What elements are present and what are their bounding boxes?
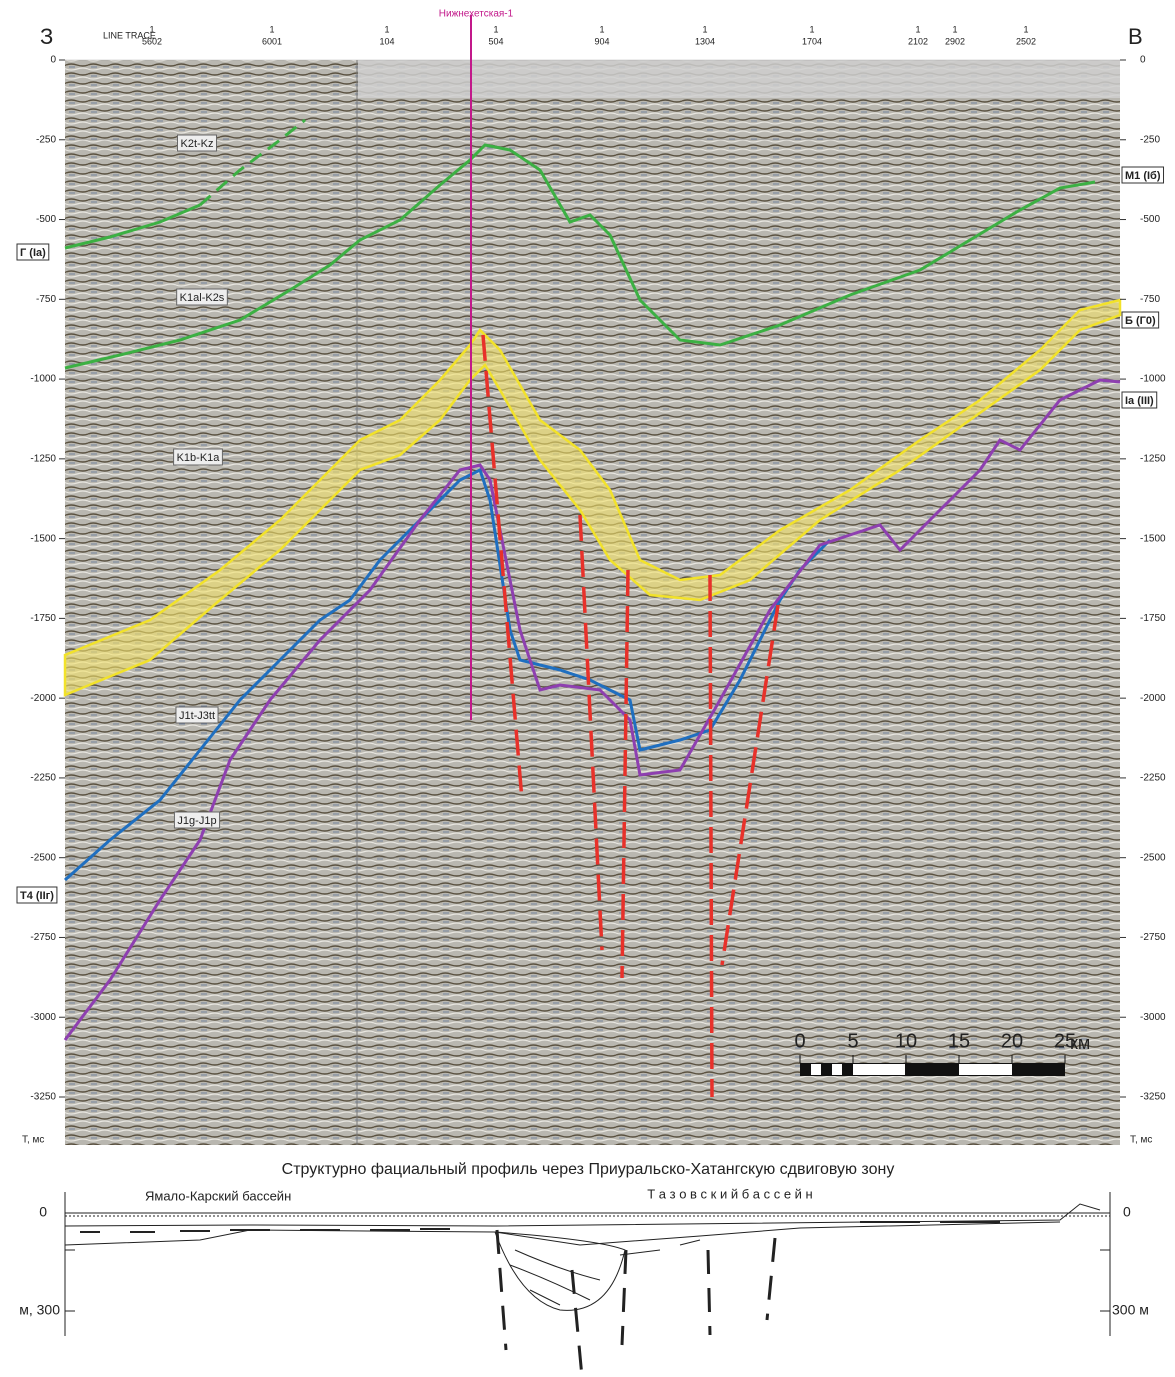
y-tick-label: -750 xyxy=(36,294,56,305)
trace-line: 1 xyxy=(702,24,707,34)
trace-line: 1 xyxy=(599,24,604,34)
figure: ЗВLINE TRACEНижнехетская-115602160011104… xyxy=(0,0,1175,1377)
scale-label: 0 xyxy=(794,1030,805,1052)
horizon-label: Б (Г0) xyxy=(1122,312,1159,328)
horizon-name: M1 (Iб) xyxy=(1125,170,1161,182)
interval-name: J1t-J3tt xyxy=(179,710,215,722)
facies-profile xyxy=(65,1192,1110,1377)
y-tick-label: -1500 xyxy=(30,533,56,544)
trace-number: 1704 xyxy=(802,36,822,46)
axis-unit: Т, мс xyxy=(22,1135,44,1146)
trace-number: 2502 xyxy=(1016,36,1036,46)
scale-unit: км xyxy=(1070,1033,1090,1053)
trace-line: 1 xyxy=(149,24,154,34)
trace-line: 1 xyxy=(915,24,920,34)
interval-label: K1b-K1a xyxy=(174,449,223,465)
trace-number: 904 xyxy=(594,36,609,46)
y-tick-label: -1500 xyxy=(1140,533,1166,544)
trace-line: 1 xyxy=(269,24,274,34)
profile-title: Структурно фациальный профиль через Приу… xyxy=(282,1161,895,1178)
east-label: В xyxy=(1128,24,1143,49)
trace-number: 2102 xyxy=(908,36,928,46)
y-tick-label: -2750 xyxy=(1140,932,1166,943)
interval-name: K1al-K2s xyxy=(180,292,225,304)
y-tick-label: -3000 xyxy=(1140,1012,1166,1023)
y-tick-label: -250 xyxy=(1140,134,1160,145)
mute-zone xyxy=(358,60,1120,98)
y-tick-label: -1750 xyxy=(1140,613,1166,624)
y-tick-label: -750 xyxy=(1140,294,1160,305)
y-tick-label: -500 xyxy=(1140,214,1160,225)
scale-label: 20 xyxy=(1001,1030,1023,1052)
horizon-label: Г (Ia) xyxy=(17,244,49,260)
trace-line: 1 xyxy=(952,24,957,34)
trace-number: 104 xyxy=(379,36,394,46)
trace-line: 1 xyxy=(809,24,814,34)
y-tick-label: -250 xyxy=(36,134,56,145)
y-tick-label: -1250 xyxy=(30,453,56,464)
y-tick-label: -1000 xyxy=(30,374,56,385)
y-tick-label: -1250 xyxy=(1140,453,1166,464)
horizon-name: Б (Г0) xyxy=(1125,315,1156,327)
trace-line: 1 xyxy=(384,24,389,34)
y-tick-label: -2250 xyxy=(30,773,56,784)
trace-number: 504 xyxy=(488,36,503,46)
depth-label: м, 300 xyxy=(19,1302,60,1318)
depth-label: 0 xyxy=(1123,1204,1131,1220)
trace-number: 1304 xyxy=(695,36,715,46)
basin-name: Т а з о в с к и й б а с с е й н xyxy=(647,1186,813,1201)
depth-label: 300 м xyxy=(1112,1302,1149,1318)
well-label: Нижнехетская-1 xyxy=(439,9,514,20)
y-tick-label: -2500 xyxy=(30,852,56,863)
y-tick-label: -2750 xyxy=(30,932,56,943)
interval-label: K1al-K2s xyxy=(177,289,228,305)
y-tick-label: -3250 xyxy=(1140,1092,1166,1103)
trace-number: 2902 xyxy=(945,36,965,46)
y-tick-label: -2000 xyxy=(1140,693,1166,704)
scale-label: 10 xyxy=(895,1030,917,1052)
trace-line: 1 xyxy=(493,24,498,34)
trace-number: 6001 xyxy=(262,36,282,46)
seismic-section xyxy=(65,60,1120,1145)
interval-label: J1g-J1p xyxy=(174,812,219,828)
scale-bar xyxy=(800,1063,1065,1076)
trace-number: 5602 xyxy=(142,36,162,46)
axis-unit: Т, мс xyxy=(1130,1135,1152,1146)
horizon-label: Ia (III) xyxy=(1122,392,1157,408)
interval-name: J1g-J1p xyxy=(177,815,216,827)
y-tick-label: -1000 xyxy=(1140,374,1166,385)
y-tick-label: -3000 xyxy=(30,1012,56,1023)
scale-label: 5 xyxy=(847,1030,858,1052)
horizon-name: Ia (III) xyxy=(1125,395,1154,407)
horizon-name: T4 (IIг) xyxy=(20,890,54,902)
horizon-label: T4 (IIг) xyxy=(17,887,57,903)
y-tick-label: 0 xyxy=(50,55,56,66)
y-tick-label: -2500 xyxy=(1140,852,1166,863)
y-tick-label: -1750 xyxy=(30,613,56,624)
basin-name: Ямало-Карский бассейн xyxy=(145,1188,291,1203)
interval-label: K2t-Kz xyxy=(177,135,216,151)
y-tick-label: -500 xyxy=(36,214,56,225)
depth-label: 0 xyxy=(39,1204,47,1220)
trace-line: 1 xyxy=(1023,24,1028,34)
interval-label: J1t-J3tt xyxy=(176,707,218,723)
y-tick-label: -2250 xyxy=(1140,773,1166,784)
interval-name: K1b-K1a xyxy=(177,452,221,464)
y-tick-label: -3250 xyxy=(30,1092,56,1103)
west-label: З xyxy=(40,24,53,49)
horizon-name: Г (Ia) xyxy=(20,247,46,259)
interval-name: K2t-Kz xyxy=(180,138,213,150)
scale-label: 15 xyxy=(948,1030,970,1052)
y-tick-label: 0 xyxy=(1140,55,1146,66)
y-tick-label: -2000 xyxy=(30,693,56,704)
horizon-label: M1 (Iб) xyxy=(1122,167,1164,183)
